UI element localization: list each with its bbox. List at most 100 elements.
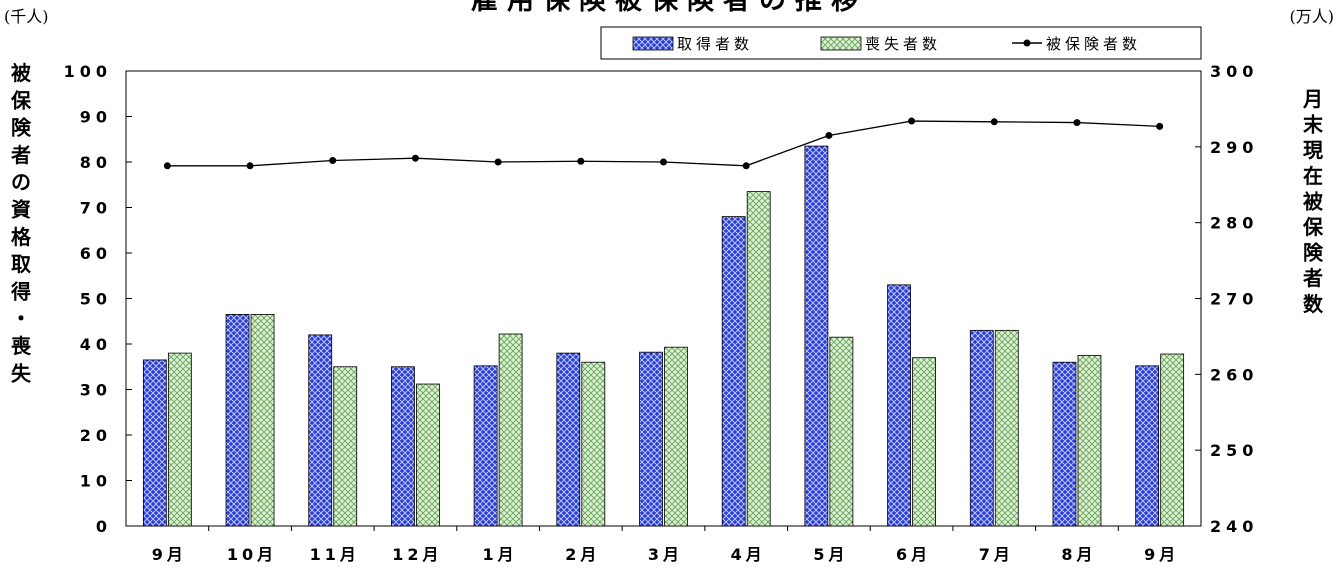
bar-lost (829, 336, 854, 527)
left-axis-title-char: ・ (11, 307, 31, 331)
x-tick-label: 9月 (1144, 545, 1179, 564)
left-tick-label: 70 (80, 199, 112, 218)
insured-line (163, 117, 1164, 170)
left-axis-title-char: 失 (11, 361, 32, 385)
x-tick-label: 4月 (731, 545, 766, 564)
x-tick-label: 2月 (565, 545, 600, 564)
right-tick-label: 290 (1210, 138, 1258, 157)
right-axis-title-char: 者 (1302, 266, 1323, 290)
insured-point (411, 154, 419, 162)
x-tick-label: 12月 (392, 545, 442, 564)
x-tick-label: 9月 (152, 545, 187, 564)
right-tick-label: 280 (1210, 214, 1258, 233)
left-axis-title-char: 者 (10, 143, 31, 167)
left-axis: 0 10 20 30 40 50 60 70 80 90 100 (64, 62, 132, 536)
right-unit-label: (万人) (1290, 7, 1335, 26)
right-axis-title-char: 月 (1302, 87, 1323, 111)
right-axis-title-char: 険 (1303, 241, 1324, 265)
left-tick-label: 80 (80, 153, 112, 172)
insured-point (577, 157, 585, 165)
legend: 取得者数 喪失者数 被保険者数 (600, 26, 1202, 60)
bar-lost (416, 383, 440, 527)
bars (142, 145, 1185, 527)
right-tick-label: 250 (1210, 441, 1258, 460)
left-axis-title-char: 取 (11, 252, 31, 276)
right-tick-label: 270 (1210, 290, 1258, 309)
bar-lost (250, 314, 275, 527)
left-tick-label: 100 (64, 62, 112, 81)
left-axis-title-char: 資 (11, 198, 31, 222)
left-tick-label: 10 (80, 472, 112, 491)
insured-point (163, 162, 171, 170)
bar-acquired (887, 284, 911, 527)
bar-lost (167, 352, 192, 527)
legend-marker-insured (1023, 39, 1031, 47)
right-axis-title-char: 末 (1303, 113, 1324, 137)
insured-point (246, 162, 254, 170)
left-axis-title-char: 被 (11, 61, 32, 85)
insured-point (990, 118, 998, 126)
bar-acquired (1052, 361, 1077, 527)
left-unit-label: (千人) (4, 7, 49, 26)
bar-lost (664, 346, 688, 527)
x-tick-label: 3月 (648, 545, 683, 564)
left-tick-label: 90 (80, 108, 112, 127)
x-tick-label: 5月 (813, 545, 848, 564)
legend-swatch-acquired (632, 36, 674, 51)
bar-lost (912, 357, 936, 527)
insured-point (1156, 122, 1164, 130)
legend-label-acquired: 取得者数 (677, 35, 753, 53)
x-axis: 9月 10月 11月 12月 1月 2月 3月 4月 5月 6月 7月 8月 9月 (152, 526, 1179, 564)
insured-point (908, 117, 916, 125)
bar-lost (994, 329, 1019, 527)
left-tick-label: 60 (80, 244, 112, 263)
x-tick-label: 10月 (227, 545, 277, 564)
right-axis-title-char: 在 (1303, 164, 1323, 188)
insured-point (329, 156, 337, 164)
left-tick-label: 20 (80, 426, 112, 445)
left-tick-label: 40 (80, 335, 112, 354)
legend-swatch-lost (820, 36, 862, 51)
bar-acquired (1135, 365, 1160, 527)
bar-acquired (473, 365, 498, 527)
x-tick-label: 8月 (1061, 545, 1096, 564)
left-tick-label: 0 (96, 517, 112, 536)
left-axis-title-char: 険 (11, 116, 32, 140)
x-tick-label: 7月 (979, 545, 1014, 564)
right-tick-label: 300 (1210, 62, 1258, 81)
insured-point (494, 158, 502, 166)
right-axis-title-char: 保 (1302, 215, 1324, 239)
bar-acquired (804, 145, 829, 527)
insured-point (1073, 119, 1081, 127)
bar-acquired (308, 334, 333, 527)
right-axis-title-char: 現 (1303, 138, 1323, 162)
x-tick-label: 11月 (310, 545, 360, 564)
bar-lost (746, 191, 771, 527)
bar-acquired (721, 216, 746, 527)
right-axis: 240 250 260 270 280 290 300 (1195, 62, 1258, 536)
x-tick-label: 1月 (483, 545, 518, 564)
bar-acquired (639, 351, 663, 527)
right-tick-label: 240 (1210, 517, 1258, 536)
left-axis-title-char: の (11, 170, 31, 194)
left-tick-label: 30 (80, 381, 112, 400)
insured-point (660, 158, 667, 166)
bar-lost (1077, 354, 1102, 527)
plot-area (125, 70, 1202, 527)
bar-lost (581, 361, 606, 527)
left-axis-title-char: 得 (10, 279, 31, 303)
right-axis-title-char: 被 (1303, 189, 1324, 213)
bar-lost (1160, 353, 1185, 527)
bar-acquired (556, 352, 581, 527)
bar-lost (498, 333, 523, 527)
left-axis-title-char: 喪 (11, 334, 32, 358)
left-axis-title-char: 格 (11, 225, 32, 249)
right-tick-label: 260 (1210, 365, 1258, 384)
legend-label-insured: 被保険者数 (1046, 35, 1141, 53)
left-tick-label: 50 (80, 290, 112, 309)
legend-label-lost: 喪失者数 (865, 35, 941, 53)
insured-point (742, 162, 750, 170)
